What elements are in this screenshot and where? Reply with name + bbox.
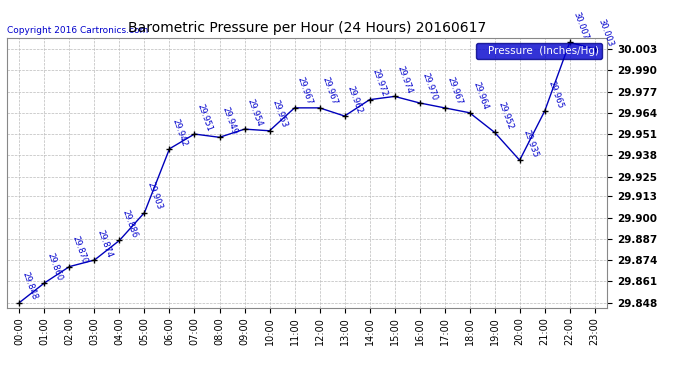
Text: 29.860: 29.860 xyxy=(46,251,64,282)
Title: Barometric Pressure per Hour (24 Hours) 20160617: Barometric Pressure per Hour (24 Hours) … xyxy=(128,21,486,35)
Text: 29.972: 29.972 xyxy=(371,68,389,98)
Text: 30.007: 30.007 xyxy=(571,10,589,41)
Legend: Pressure  (Inches/Hg): Pressure (Inches/Hg) xyxy=(476,43,602,59)
Text: Copyright 2016 Cartronics.com: Copyright 2016 Cartronics.com xyxy=(7,26,148,35)
Text: 29.967: 29.967 xyxy=(296,76,315,106)
Text: 29.903: 29.903 xyxy=(146,181,164,211)
Text: 29.954: 29.954 xyxy=(246,98,264,128)
Text: 29.848: 29.848 xyxy=(21,271,39,301)
Text: 29.967: 29.967 xyxy=(446,76,464,106)
Text: 29.952: 29.952 xyxy=(496,101,514,131)
Text: 29.964: 29.964 xyxy=(471,81,489,111)
Text: 29.949: 29.949 xyxy=(221,106,239,136)
Text: 29.953: 29.953 xyxy=(271,99,289,129)
Text: 29.935: 29.935 xyxy=(521,129,540,159)
Text: 29.874: 29.874 xyxy=(96,228,115,259)
Text: 30.003: 30.003 xyxy=(596,17,615,48)
Text: 29.962: 29.962 xyxy=(346,84,364,115)
Text: 29.942: 29.942 xyxy=(171,117,189,147)
Text: 29.886: 29.886 xyxy=(121,209,139,239)
Text: 29.870: 29.870 xyxy=(71,235,89,265)
Text: 29.974: 29.974 xyxy=(396,65,415,95)
Text: 29.970: 29.970 xyxy=(421,71,440,102)
Text: 29.965: 29.965 xyxy=(546,80,564,110)
Text: 29.951: 29.951 xyxy=(196,102,214,133)
Text: 29.967: 29.967 xyxy=(321,76,339,106)
